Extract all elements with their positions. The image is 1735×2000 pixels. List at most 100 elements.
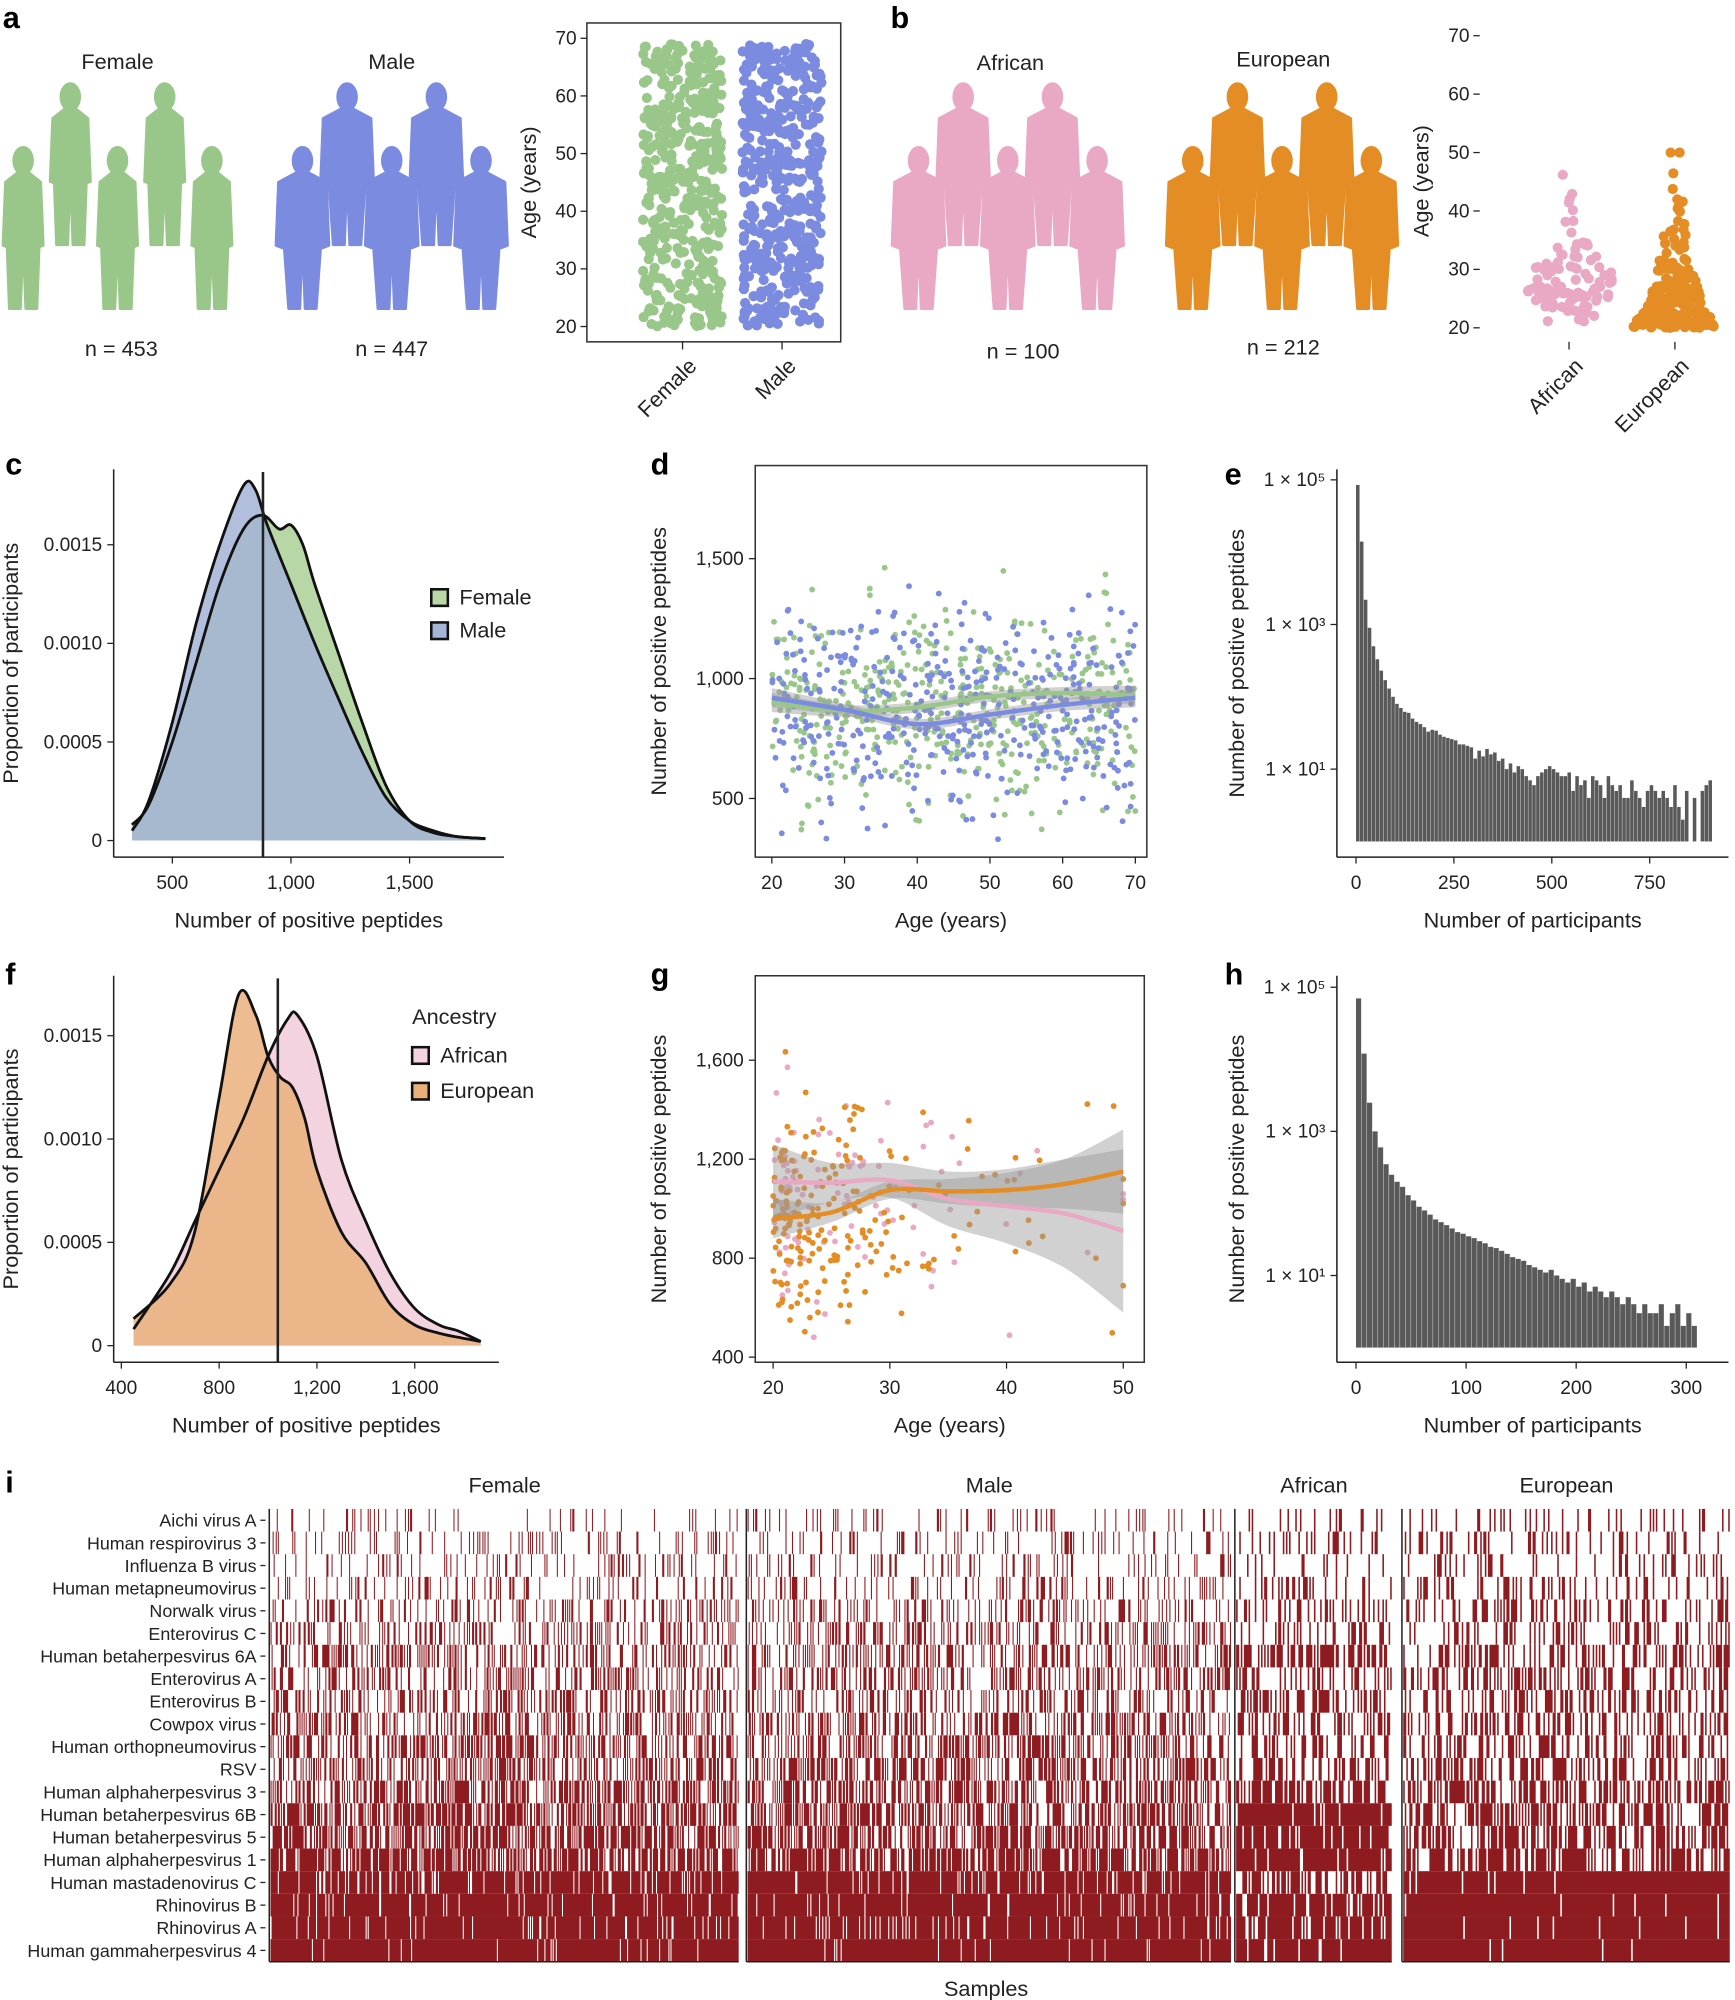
heatmap-cell	[412, 1576, 414, 1600]
heatmap-cell	[508, 1690, 511, 1713]
heatmap-cell	[595, 1667, 598, 1691]
data-point	[760, 254, 771, 265]
heatmap-cell	[1138, 1554, 1140, 1577]
heatmap-cell	[326, 1576, 328, 1600]
data-point	[862, 792, 869, 798]
data-point	[1030, 701, 1037, 708]
data-point	[935, 590, 942, 597]
heatmap-cell	[1106, 1576, 1109, 1600]
data-point	[1111, 702, 1117, 709]
heatmap-cell	[1121, 1622, 1123, 1645]
histogram-bar	[1485, 748, 1489, 842]
heatmap-cell	[345, 1508, 349, 1532]
heatmap-cell	[594, 1871, 603, 1894]
data-point	[845, 1244, 851, 1251]
histogram-bar	[1493, 752, 1497, 842]
panel-label-i: i	[5, 1465, 14, 1499]
heatmap-cell	[424, 1690, 427, 1713]
heatmap-cell	[954, 1531, 956, 1555]
data-point	[854, 1262, 861, 1269]
heatmap-cell	[1132, 1622, 1134, 1645]
legend-swatch	[430, 588, 450, 608]
heatmap-cell	[834, 1599, 836, 1623]
heatmap-cell	[434, 1622, 436, 1645]
data-point	[810, 759, 817, 766]
data-point	[759, 161, 770, 172]
histogram-bar	[1449, 1228, 1455, 1348]
heatmap-cell	[1206, 1622, 1208, 1645]
data-point	[782, 65, 794, 76]
heatmap-cell	[703, 1916, 708, 1940]
heatmap-cell	[723, 1690, 727, 1713]
heatmap-cell	[748, 1622, 750, 1645]
data-point	[1050, 648, 1057, 655]
heatmap-cell	[535, 1871, 541, 1894]
heatmap-cell	[302, 1780, 305, 1804]
heatmap-cell	[1001, 1554, 1003, 1577]
heatmap-cell	[690, 1871, 695, 1894]
heatmap-cell	[635, 1757, 638, 1781]
heatmap-cell	[498, 1712, 500, 1736]
heatmap-cell	[570, 1508, 572, 1532]
heatmap-cell	[380, 1780, 386, 1804]
heatmap-cell	[417, 1757, 419, 1781]
data-point	[1114, 784, 1121, 791]
heatmap-cell	[435, 1871, 438, 1894]
heatmap-cell	[1196, 1554, 1198, 1577]
histogram-bar	[1532, 1267, 1538, 1348]
heatmap-cell	[734, 1780, 737, 1804]
data-point	[687, 139, 698, 150]
data-point	[650, 226, 661, 237]
heatmap-cell	[603, 1667, 606, 1691]
heatmap-cell	[616, 1757, 618, 1781]
data-point	[670, 258, 681, 269]
heatmap-cell	[478, 1599, 480, 1623]
data-point	[778, 184, 789, 196]
data-point	[1054, 739, 1061, 746]
heatmap-cell	[547, 1780, 549, 1804]
data-point	[1004, 789, 1011, 796]
heatmap-cell	[652, 1803, 657, 1826]
heatmap-cell	[709, 1599, 712, 1623]
data-point	[749, 263, 761, 274]
heatmap-cell	[434, 1508, 436, 1532]
heatmap-cell	[632, 1576, 635, 1600]
heatmap-cell	[338, 1871, 345, 1894]
heatmap-cell	[536, 1599, 538, 1623]
histogram-bar	[1559, 776, 1564, 842]
data-point	[996, 750, 1003, 757]
heatmap-cell	[625, 1757, 627, 1781]
heatmap-cell	[537, 1712, 539, 1736]
data-point	[707, 269, 718, 280]
heatmap-cell	[452, 1690, 454, 1713]
histogram-bar	[1416, 1206, 1422, 1348]
heatmap-cell	[615, 1690, 617, 1713]
heatmap-cell	[630, 1667, 632, 1691]
data-point	[818, 819, 825, 826]
heatmap-cell	[668, 1712, 670, 1736]
heatmap-cell	[1006, 1576, 1008, 1600]
heatmap-cell	[649, 1690, 651, 1713]
heatmap-cell	[915, 1576, 917, 1600]
data-point	[1599, 270, 1610, 281]
heatmap-cell	[337, 1644, 342, 1668]
data-point	[744, 132, 755, 143]
heatmap-cell	[438, 1622, 443, 1645]
heatmap-cell	[433, 1757, 437, 1781]
heatmap-cell	[291, 1508, 294, 1532]
heatmap-cell	[460, 1644, 462, 1668]
data-point	[801, 273, 812, 284]
heatmap-cell	[1015, 1644, 1017, 1668]
heatmap-cell	[335, 1644, 337, 1668]
heatmap-cell	[415, 1622, 418, 1645]
heatmap-cell	[288, 1757, 290, 1781]
heatmap-cell	[818, 1554, 821, 1577]
data-point	[801, 1328, 808, 1335]
heatmap-cell	[1178, 1599, 1180, 1623]
histogram-bar	[1516, 766, 1521, 842]
heatmap-cell	[366, 1644, 368, 1668]
heatmap-cell	[366, 1871, 372, 1894]
heatmap-cell	[299, 1871, 317, 1894]
heatmap-cell	[405, 1757, 407, 1781]
heatmap-cell	[366, 1554, 368, 1577]
